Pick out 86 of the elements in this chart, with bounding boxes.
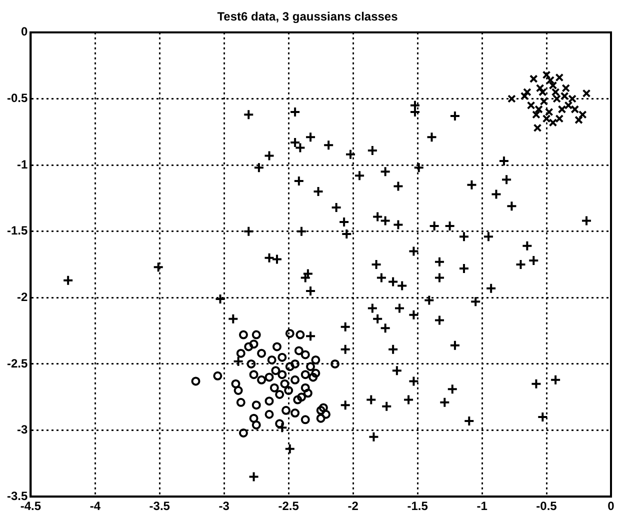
x-tick-label: -1	[476, 499, 488, 514]
point	[244, 342, 254, 352]
point	[275, 390, 284, 399]
point	[252, 330, 261, 340]
x-tick-label: -4	[90, 499, 101, 514]
point	[526, 101, 536, 110]
point	[555, 73, 564, 82]
point	[533, 124, 542, 132]
point	[264, 372, 274, 382]
point	[236, 398, 246, 407]
point	[234, 386, 243, 395]
point	[311, 355, 320, 364]
point	[300, 415, 310, 424]
point	[570, 105, 580, 114]
point	[300, 370, 310, 380]
point	[522, 88, 532, 96]
point	[303, 388, 312, 398]
point	[282, 406, 291, 415]
point	[582, 89, 591, 98]
point	[508, 94, 516, 103]
point	[275, 419, 284, 428]
point	[300, 383, 310, 392]
point	[322, 410, 330, 419]
point	[249, 414, 258, 423]
y-tick-label: -2	[17, 290, 28, 304]
x-tick-label: -3	[218, 499, 230, 514]
point	[249, 340, 258, 349]
point	[278, 352, 287, 362]
point	[238, 428, 248, 438]
y-tick-label: -0.5	[6, 91, 28, 106]
point	[318, 403, 328, 412]
point	[272, 342, 282, 352]
x-tick-label: -2.5	[278, 499, 300, 514]
x-tick-label: -1.5	[407, 499, 428, 514]
point	[293, 395, 302, 404]
point	[574, 116, 583, 124]
point	[542, 70, 551, 80]
point	[316, 414, 326, 423]
point	[294, 346, 304, 356]
point	[306, 362, 316, 372]
point	[520, 92, 529, 100]
point	[271, 366, 280, 376]
point	[264, 410, 274, 419]
point	[296, 392, 306, 402]
point	[529, 74, 538, 83]
point	[330, 359, 340, 368]
point	[536, 84, 544, 92]
point	[236, 348, 246, 358]
point	[290, 408, 300, 418]
y-tick-label: -3	[17, 422, 28, 437]
point	[280, 379, 290, 388]
point	[238, 330, 248, 340]
x-tick-label: 0	[608, 499, 615, 514]
point	[285, 362, 294, 372]
chart-title: Test6 data, 3 gaussians classes	[217, 10, 398, 24]
x-tick-label: -3.5	[149, 499, 170, 514]
point	[316, 406, 326, 415]
point	[267, 355, 276, 364]
x-tick-label: -2	[348, 499, 359, 514]
point	[285, 328, 294, 338]
y-tick-label: 0	[20, 24, 28, 39]
point	[264, 396, 274, 406]
point	[252, 400, 261, 410]
point	[257, 348, 266, 358]
point	[311, 368, 320, 378]
point	[284, 386, 294, 395]
point	[213, 371, 222, 380]
point	[308, 372, 318, 382]
point	[296, 330, 305, 340]
point	[290, 375, 300, 384]
y-tick-label: -2.5	[6, 356, 28, 370]
point	[191, 376, 200, 386]
y-tick-label: -1	[17, 157, 28, 172]
point	[246, 359, 256, 368]
point	[252, 420, 261, 430]
point	[278, 370, 287, 380]
point	[231, 379, 240, 388]
point	[290, 359, 300, 368]
point	[257, 375, 266, 384]
point	[249, 370, 258, 380]
point	[300, 350, 310, 360]
point	[270, 383, 279, 392]
x-tick-label: -0.5	[536, 499, 558, 514]
point	[578, 110, 587, 119]
y-tick-label: -1.5	[6, 224, 28, 238]
point	[548, 118, 558, 127]
